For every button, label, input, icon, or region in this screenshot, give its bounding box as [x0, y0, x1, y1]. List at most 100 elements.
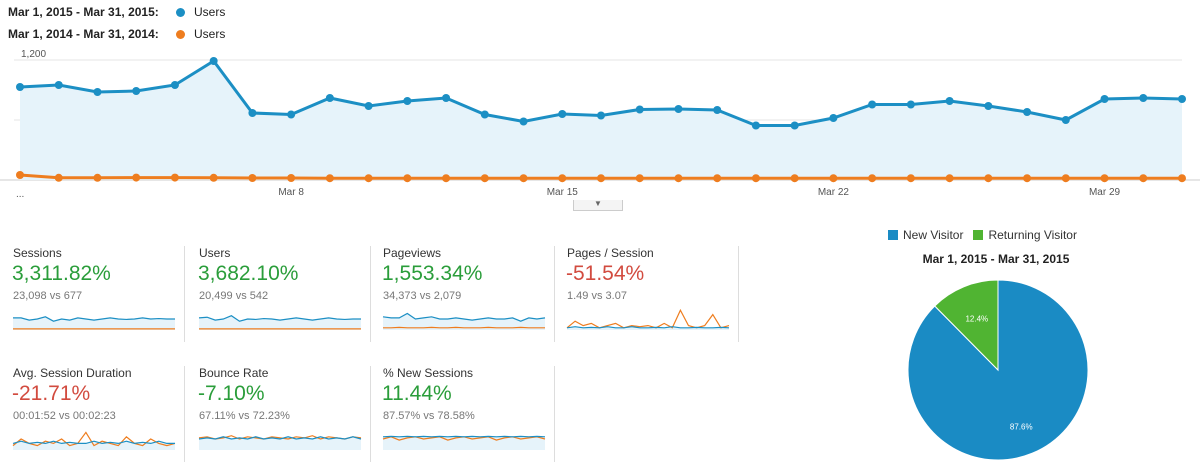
data-point-previous[interactable] — [906, 174, 915, 183]
data-point-current[interactable] — [790, 121, 799, 130]
data-point-current[interactable] — [1100, 95, 1109, 103]
pie-slice-returning-visitor[interactable] — [934, 279, 999, 372]
data-point-previous[interactable] — [945, 174, 954, 183]
data-point-previous[interactable] — [751, 174, 760, 183]
data-point-previous[interactable] — [480, 174, 489, 183]
data-point-previous[interactable] — [1100, 174, 1109, 183]
data-point-current[interactable] — [945, 97, 954, 105]
data-point-current[interactable] — [1139, 94, 1148, 102]
data-point-current[interactable] — [248, 109, 257, 117]
data-point-previous[interactable] — [16, 171, 24, 179]
data-point-previous[interactable] — [713, 174, 722, 183]
data-point-current[interactable] — [1023, 108, 1032, 116]
metric-change: 11.44% — [382, 382, 452, 405]
data-point-current[interactable] — [442, 94, 451, 102]
sparkline-current — [198, 315, 361, 322]
data-point-current[interactable] — [751, 121, 760, 130]
legend-series-label[interactable]: Users — [194, 5, 226, 19]
data-point-previous[interactable] — [1139, 174, 1148, 183]
data-point-current[interactable] — [597, 111, 605, 120]
data-point-previous[interactable] — [287, 174, 296, 182]
data-point-current[interactable] — [1178, 95, 1186, 103]
data-point-current[interactable] — [984, 102, 993, 110]
metric-card[interactable]: Avg. Session Duration -21.71% 00:01:52 vs … — [8, 366, 185, 462]
data-point-current[interactable] — [403, 97, 412, 105]
data-point-current[interactable] — [170, 81, 179, 89]
data-point-current[interactable] — [558, 110, 567, 118]
data-point-previous[interactable] — [790, 174, 799, 183]
sparkline-current — [382, 312, 546, 322]
metric-card[interactable]: Sessions 3,311.82% 23,098 vs 677 — [8, 246, 185, 342]
data-point-previous[interactable] — [597, 174, 605, 183]
data-point-current[interactable] — [54, 81, 63, 89]
sparkline — [13, 316, 175, 330]
metric-name: Users — [199, 246, 231, 260]
metric-comparison: 00:01:52 vs 00:02:23 — [13, 410, 116, 422]
metric-change: -21.71% — [12, 382, 91, 405]
data-point-previous[interactable] — [93, 173, 102, 182]
metric-comparison: 87.57% vs 78.58% — [383, 410, 475, 422]
data-point-current[interactable] — [364, 102, 373, 110]
data-point-previous[interactable] — [325, 174, 334, 183]
data-point-previous[interactable] — [868, 174, 877, 183]
sparkline — [12, 431, 176, 450]
metric-card[interactable]: % New Sessions 11.44% 87.57% vs 78.58% — [378, 366, 555, 462]
data-point-current[interactable] — [287, 110, 296, 119]
data-point-current[interactable] — [480, 110, 489, 119]
data-point-current[interactable] — [519, 117, 528, 126]
sparkline-area — [13, 316, 175, 330]
metric-name: Avg. Session Duration — [13, 366, 132, 380]
data-point-current[interactable] — [635, 105, 644, 114]
visitor-type-pie-chart[interactable]: 87.6% 12.4% — [906, 278, 1090, 462]
data-point-previous[interactable] — [1178, 174, 1186, 183]
metric-card[interactable]: Bounce Rate -7.10% 67.11% vs 72.23% — [194, 366, 371, 462]
legend-dot-previous — [176, 29, 185, 39]
data-point-current[interactable] — [868, 100, 877, 109]
data-point-previous[interactable] — [442, 174, 451, 183]
data-point-current[interactable] — [829, 114, 838, 122]
x-tick-label: Mar 8 — [278, 187, 304, 198]
sparkline-area — [383, 313, 545, 330]
data-point-previous[interactable] — [132, 173, 141, 182]
metric-change: 3,682.10% — [198, 262, 299, 285]
data-point-current[interactable] — [1061, 116, 1070, 124]
metric-card[interactable]: Pages / Session -51.54% 1.49 vs 3.07 — [562, 246, 739, 342]
data-point-previous[interactable] — [674, 174, 683, 183]
caret-down-icon: ▼ — [594, 199, 602, 208]
metric-name: Pages / Session — [567, 246, 654, 260]
pie-legend-returning-visitor[interactable]: Returning Visitor — [988, 228, 1077, 242]
collapse-chart-button[interactable]: ▼ — [573, 200, 623, 211]
data-point-previous[interactable] — [403, 174, 412, 183]
data-point-current[interactable] — [132, 87, 141, 95]
data-point-current[interactable] — [209, 57, 218, 65]
data-point-previous[interactable] — [635, 174, 644, 183]
data-point-previous[interactable] — [519, 174, 528, 183]
sparkline-previous — [12, 431, 176, 447]
new-visitor-swatch — [888, 230, 898, 240]
pie-title: Mar 1, 2015 - Mar 31, 2015 — [922, 252, 1070, 266]
data-point-previous[interactable] — [984, 174, 993, 183]
metric-card[interactable]: Pageviews 1,553.34% 34,373 vs 2,079 — [378, 246, 555, 342]
data-point-previous[interactable] — [1023, 174, 1032, 183]
data-point-current[interactable] — [713, 106, 722, 114]
data-point-current[interactable] — [325, 94, 334, 102]
data-point-current[interactable] — [674, 105, 683, 113]
sparkline-area — [199, 315, 361, 330]
data-point-previous[interactable] — [170, 173, 179, 182]
metric-comparison: 34,373 vs 2,079 — [383, 290, 462, 302]
data-point-previous[interactable] — [54, 173, 63, 182]
data-point-previous[interactable] — [364, 174, 373, 183]
data-point-current[interactable] — [16, 83, 24, 91]
data-point-current[interactable] — [906, 100, 915, 109]
legend-dot-current — [176, 7, 185, 17]
data-point-previous[interactable] — [558, 174, 567, 183]
pie-legend-new-visitor[interactable]: New Visitor — [903, 228, 964, 242]
metric-card[interactable]: Users 3,682.10% 20,499 vs 542 — [194, 246, 371, 342]
data-point-previous[interactable] — [248, 174, 257, 182]
data-point-previous[interactable] — [1061, 174, 1070, 183]
data-point-current[interactable] — [93, 88, 102, 96]
legend-series-label[interactable]: Users — [194, 27, 226, 41]
data-point-previous[interactable] — [209, 173, 218, 182]
data-point-previous[interactable] — [829, 174, 838, 183]
